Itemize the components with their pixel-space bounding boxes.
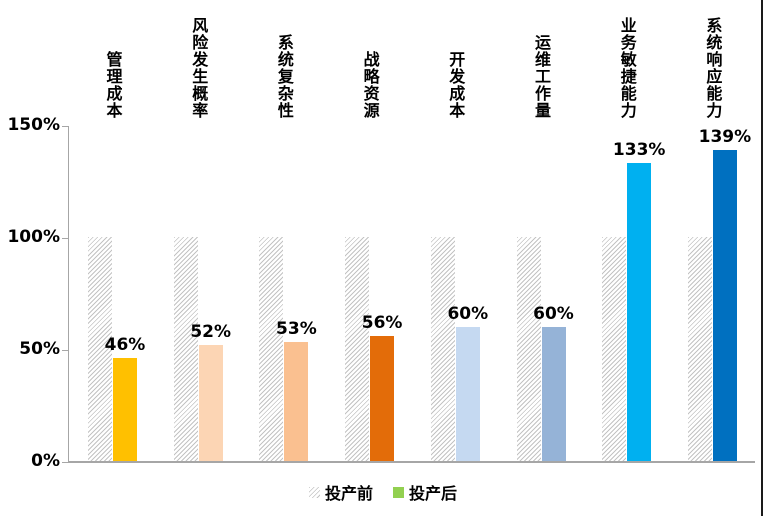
y-tick-label: 100% bbox=[7, 227, 60, 247]
category-label-5: 运维工作量 bbox=[532, 34, 551, 119]
bar-post-5 bbox=[541, 326, 566, 461]
bar-pre-4 bbox=[430, 237, 455, 461]
category-label-3: 战略资源 bbox=[360, 51, 380, 119]
bar-pre-0 bbox=[88, 237, 112, 461]
bar-pre-3 bbox=[345, 237, 370, 461]
legend-swatch-hatched-icon bbox=[308, 486, 320, 498]
chart-legend: 投产前 投产后 bbox=[0, 480, 766, 504]
y-tick-label: 50% bbox=[19, 339, 60, 359]
category-label-4: 开发成本 bbox=[446, 51, 466, 119]
y-tick-mark bbox=[62, 350, 68, 351]
y-tick-mark bbox=[62, 462, 68, 463]
bar-post-2 bbox=[284, 342, 309, 461]
category-label-1: 风险发生概率 bbox=[189, 17, 209, 119]
data-label-0: 46% bbox=[104, 334, 146, 355]
bar-post-4 bbox=[455, 326, 480, 461]
legend-label-pre: 投产前 bbox=[324, 484, 373, 503]
data-label-1: 52% bbox=[190, 321, 232, 342]
y-tick-mark bbox=[62, 238, 68, 239]
y-axis-line bbox=[68, 126, 69, 462]
data-label-3: 56% bbox=[361, 312, 403, 333]
bar-post-0 bbox=[113, 357, 137, 461]
bar-pre-1 bbox=[173, 237, 198, 461]
legend-item-pre: 投产前 bbox=[308, 480, 373, 504]
category-label-0: 管理成本 bbox=[103, 51, 123, 119]
data-label-5: 60% bbox=[533, 303, 574, 324]
bar-pre-2 bbox=[259, 237, 284, 461]
bar-pre-7 bbox=[687, 237, 712, 461]
bar-post-7 bbox=[712, 149, 737, 461]
bar-post-6 bbox=[627, 163, 652, 461]
x-axis-line bbox=[68, 461, 755, 463]
y-tick-label: 150% bbox=[7, 115, 60, 135]
bar-pre-5 bbox=[516, 237, 541, 461]
data-label-6: 133% bbox=[612, 140, 666, 161]
bar-post-3 bbox=[370, 335, 395, 461]
data-label-4: 60% bbox=[447, 303, 489, 324]
category-label-6: 业务敏捷能力 bbox=[617, 17, 637, 119]
category-label-7: 系统响应能力 bbox=[703, 17, 723, 119]
legend-label-post: 投产后 bbox=[409, 484, 458, 503]
legend-swatch-green-icon bbox=[393, 486, 404, 498]
y-tick-label: 0% bbox=[31, 451, 60, 471]
bar-pre-6 bbox=[602, 237, 627, 461]
bar-post-1 bbox=[198, 344, 223, 461]
data-label-7: 139% bbox=[698, 126, 752, 147]
data-label-2: 53% bbox=[276, 319, 317, 340]
category-label-2: 系统复杂性 bbox=[274, 34, 294, 119]
legend-item-post: 投产后 bbox=[393, 480, 457, 504]
y-tick-mark bbox=[62, 126, 68, 127]
right-border-line bbox=[761, 0, 763, 516]
